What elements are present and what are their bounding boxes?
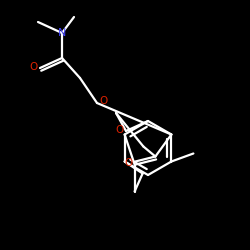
- Text: O: O: [100, 96, 108, 106]
- Text: O: O: [124, 158, 132, 168]
- Text: O: O: [115, 125, 123, 135]
- Text: N: N: [58, 28, 66, 38]
- Text: O: O: [29, 62, 37, 72]
